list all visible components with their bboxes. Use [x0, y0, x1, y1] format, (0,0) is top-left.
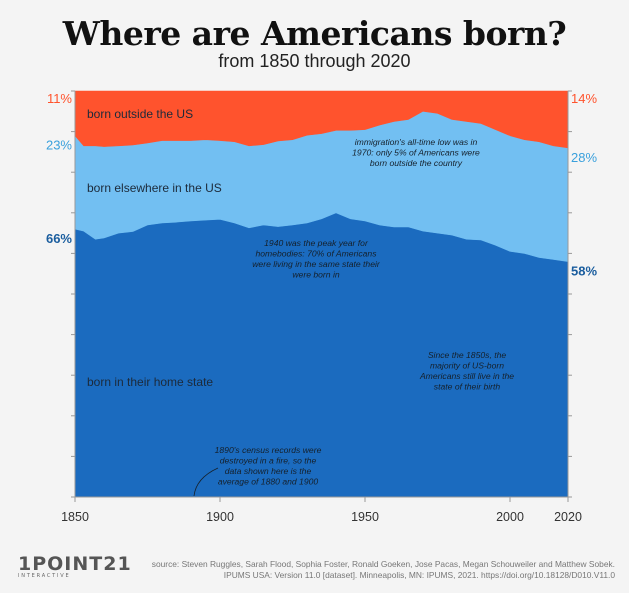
annotation-text-homebodies: 1940 was the peak year for	[264, 238, 369, 248]
x-tick-label: 1850	[61, 510, 89, 524]
right-percent-label: 14%	[571, 91, 597, 106]
brand-logo: 1POINT21	[18, 553, 132, 575]
annotation-text-immigration: 1970: only 5% of Americans were	[352, 148, 480, 158]
left-percent-label: 66%	[46, 231, 72, 246]
source-line-1: source: Steven Ruggles, Sarah Flood, Sop…	[151, 559, 615, 569]
census-annotation-pointer	[193, 467, 219, 497]
annotation-text-immigration: born outside the country	[370, 158, 463, 168]
annotation-text-census: data shown here is the	[225, 466, 312, 476]
chart-subtitle: from 1850 through 2020	[218, 51, 411, 71]
annotation-text-census: destroyed in a fire, so the	[220, 456, 317, 466]
annotation-text-homebodies: were born in	[292, 270, 340, 280]
annotation-text-majority: Americans still live in the	[419, 371, 514, 381]
x-tick-label: 1950	[351, 510, 379, 524]
series-label: born in their home state	[87, 375, 213, 389]
left-percent-label: 23%	[46, 138, 72, 153]
annotation-text-census: average of 1880 and 1900	[218, 477, 319, 487]
x-tick-label: 1900	[206, 510, 234, 524]
annotation-text-majority: state of their birth	[434, 382, 501, 392]
annotation-text-census: 1890's census records were	[215, 445, 322, 455]
right-percent-label: 28%	[571, 150, 597, 165]
annotation-text-majority: majority of US-born	[430, 361, 504, 371]
series-label: born elsewhere in the US	[87, 181, 222, 195]
source-note: source: Steven Ruggles, Sarah Flood, Sop…	[135, 559, 615, 580]
left-percent-label: 11%	[47, 91, 72, 106]
annotation-text-homebodies: homebodies: 70% of Americans	[255, 249, 377, 259]
annotation-text-homebodies: were living in the same state their	[252, 259, 381, 269]
brand-logo-subtitle: INTERACTIVE	[18, 573, 71, 579]
series-label: born outside the US	[87, 107, 193, 121]
right-percent-label: 58%	[571, 264, 597, 279]
x-tick-label: 2000	[496, 510, 524, 524]
annotation-text-immigration: immigration's all-time low was in	[355, 137, 478, 147]
source-line-2: IPUMS USA: Version 11.0 [dataset]. Minne…	[223, 569, 615, 580]
x-tick-label: 2020	[554, 510, 582, 524]
chart-title: Where are Americans born?	[62, 14, 567, 53]
annotation-text-majority: Since the 1850s, the	[428, 350, 507, 360]
